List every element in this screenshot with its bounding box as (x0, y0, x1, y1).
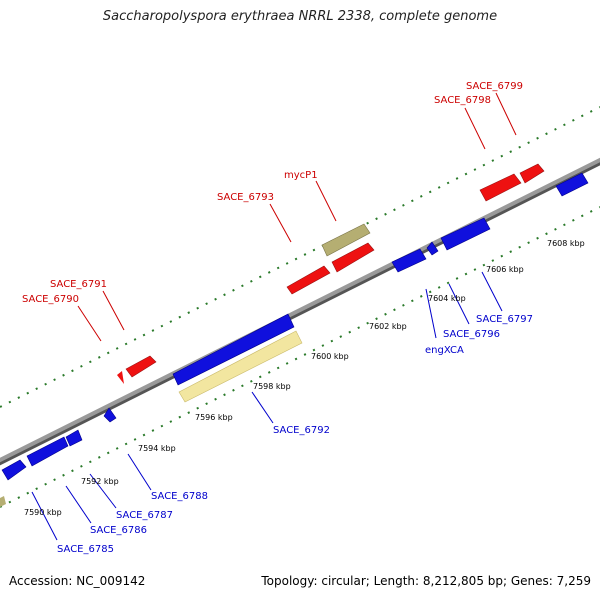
label-sace-6797[interactable]: SACE_6797 (476, 314, 533, 325)
upper-tick-track (0, 106, 600, 408)
gene-sace-6787[interactable] (65, 429, 83, 447)
label-sace-6790[interactable]: SACE_6790 (22, 294, 79, 305)
gene-mycp1[interactable] (321, 223, 371, 257)
topology-text: Topology: circular; Length: 8,212,805 bp… (261, 574, 591, 588)
genome-backbone (0, 157, 600, 463)
leader-sace-6792 (251, 391, 274, 424)
gene-sace-6788[interactable] (103, 407, 117, 423)
gene-sace-6790[interactable] (117, 371, 124, 384)
scale-label-7592: 7592 kbp (81, 477, 119, 486)
label-sace-6798[interactable]: SACE_6798 (434, 95, 491, 106)
label-sace-6796[interactable]: SACE_6796 (443, 329, 500, 340)
leader-sace-6799 (495, 92, 517, 136)
scale-label-7598: 7598 kbp (253, 382, 291, 391)
gene-left-edge[interactable] (0, 496, 6, 507)
gene-sace-6792[interactable] (178, 330, 303, 403)
leader-sace-6798 (464, 107, 486, 150)
gene-sace-6785[interactable] (1, 459, 27, 481)
leader-sace-6788 (127, 453, 152, 491)
gene-sace-6793[interactable] (286, 265, 331, 295)
leader-sace-6786 (65, 485, 92, 524)
scale-label-7600: 7600 kbp (311, 352, 349, 361)
map-title: Saccharopolyspora erythraea NRRL 2338, c… (102, 9, 498, 24)
scale-label-7608: 7608 kbp (547, 239, 585, 248)
label-sace-6792[interactable]: SACE_6792 (273, 425, 330, 436)
label-sace-6799[interactable]: SACE_6799 (466, 81, 523, 92)
gene-sace-6786[interactable] (26, 436, 69, 467)
leader-mycp1 (315, 180, 337, 222)
gene-right-edge[interactable] (555, 172, 589, 197)
label-sace-6791[interactable]: SACE_6791 (50, 279, 107, 290)
scale-label-7606: 7606 kbp (486, 265, 524, 274)
label-engxca[interactable]: engXCA (425, 345, 464, 356)
gene-sace-6792-blue[interactable] (172, 313, 295, 386)
leader-sace-6793 (269, 203, 292, 243)
label-mycp1[interactable]: mycP1 (284, 170, 318, 181)
gene-mycp1-red[interactable] (331, 242, 375, 273)
scale-label-7590: 7590 kbp (24, 508, 62, 517)
scale-label-7602: 7602 kbp (369, 322, 407, 331)
leader-sace-6791 (102, 290, 125, 331)
label-sace-6785[interactable]: SACE_6785 (57, 544, 114, 555)
gene-sace-6796[interactable] (426, 241, 439, 256)
label-sace-6793[interactable]: SACE_6793 (217, 192, 274, 203)
gene-sace-6798[interactable] (479, 173, 522, 202)
accession-text: Accession: NC_009142 (9, 574, 146, 588)
leader-sace-6787 (89, 473, 117, 509)
gene-sace-6791[interactable] (125, 355, 157, 378)
leader-engxca (425, 288, 437, 339)
leader-sace-6797 (481, 271, 503, 312)
leader-sace-6785 (31, 491, 58, 541)
label-sace-6788[interactable]: SACE_6788 (151, 491, 208, 502)
label-sace-6787[interactable]: SACE_6787 (116, 510, 173, 521)
leader-sace-6790 (77, 305, 102, 342)
scale-label-7596: 7596 kbp (195, 413, 233, 422)
scale-label-7604: 7604 kbp (428, 294, 466, 303)
leader-sace-6796 (448, 283, 470, 325)
lower-tick-track (0, 206, 600, 508)
gene-sace-6797[interactable] (440, 217, 491, 251)
label-sace-6786[interactable]: SACE_6786 (90, 525, 147, 536)
scale-label-7594: 7594 kbp (138, 444, 176, 453)
gene-sace-6799[interactable] (519, 163, 545, 184)
gene-engxca[interactable] (391, 248, 427, 273)
